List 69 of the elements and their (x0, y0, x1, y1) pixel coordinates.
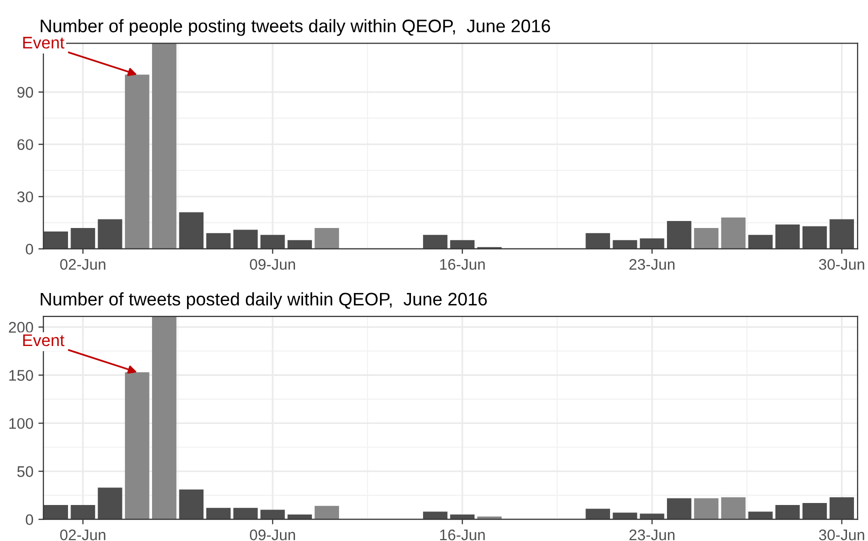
x-tick-label: 30-Jun (819, 258, 864, 270)
bar (748, 234, 773, 249)
bar (666, 498, 692, 520)
x-tick-label: 16-Jun (440, 529, 485, 540)
bar (612, 512, 638, 520)
x-tick-label: 02-Jun (60, 258, 106, 270)
bar (830, 497, 854, 520)
bar (233, 230, 258, 249)
x-tick-label: 23-Jun (629, 529, 674, 540)
bar (152, 316, 176, 520)
annotation: Event (23, 36, 64, 49)
annotation: Event (23, 334, 64, 346)
bar (748, 512, 773, 520)
x-tick-label: 02-Jun (60, 529, 106, 540)
bar (721, 218, 746, 249)
bar (694, 498, 718, 520)
bar (260, 234, 285, 249)
bar (586, 508, 610, 520)
x-tick-label: 23-Jun (629, 258, 674, 270)
x-tick-label: 09-Jun (250, 529, 296, 540)
bar (802, 226, 827, 249)
bar (233, 508, 258, 520)
bar (640, 238, 664, 249)
bar (98, 219, 122, 249)
y-tick-label: 100 (9, 418, 34, 429)
bar (586, 233, 610, 249)
bar (802, 503, 827, 520)
bar (288, 240, 312, 249)
bar (775, 504, 800, 520)
y-tick-label: 30 (17, 191, 34, 202)
bar (450, 240, 475, 249)
bar (179, 490, 204, 520)
bar (288, 514, 312, 520)
bar (830, 219, 854, 249)
y-tick-label: 150 (9, 370, 34, 381)
x-tick-label: 16-Jun (440, 258, 485, 270)
bar (44, 231, 68, 249)
bar (314, 228, 340, 249)
bar (124, 74, 150, 249)
bar (666, 220, 692, 249)
x-tick-label: 09-Jun (250, 258, 296, 270)
bar (206, 233, 231, 249)
y-tick-label: 50 (17, 466, 34, 477)
bar (423, 512, 448, 520)
bar (450, 514, 475, 520)
chart-title: Number of people posting tweets daily within QEOP, June 2016 (40, 19, 550, 36)
bar (612, 240, 638, 249)
bar (423, 234, 448, 249)
bar (260, 510, 285, 520)
y-tick-label: 0 (26, 514, 34, 526)
x-tick-label: 30-Jun (819, 529, 864, 540)
bar (721, 497, 746, 520)
bar (179, 212, 204, 249)
y-tick-label: 90 (17, 86, 34, 98)
bar (98, 488, 122, 520)
bar (640, 514, 664, 520)
bar (775, 224, 800, 249)
y-tick-label: 200 (8, 322, 34, 333)
y-tick-label: 0 (26, 244, 34, 255)
bar (70, 504, 96, 520)
bar (70, 228, 96, 249)
bar (44, 504, 68, 520)
bar (314, 506, 340, 520)
y-tick-label: 60 (17, 139, 34, 150)
bar (694, 228, 718, 249)
bar (124, 372, 150, 520)
bar (152, 43, 176, 249)
bar (206, 508, 231, 520)
chart-title: Number of tweets posted daily within QEOP, June 2016 (40, 292, 487, 310)
